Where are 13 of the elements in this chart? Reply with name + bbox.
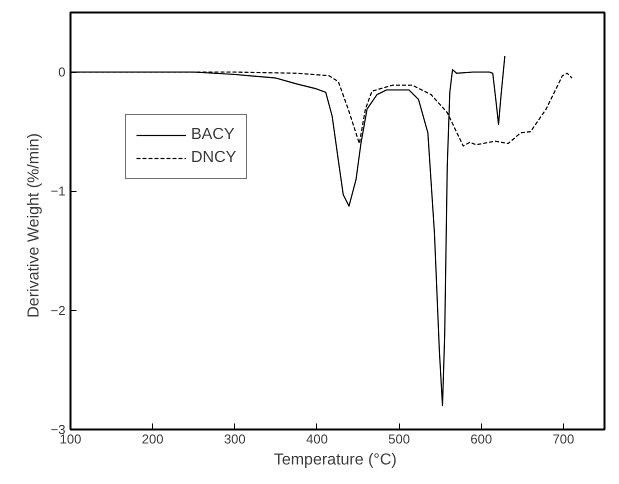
x-tick-label: 500 <box>388 432 410 446</box>
x-tick-label: 200 <box>142 432 164 446</box>
y-tick-label: 0 <box>58 64 66 80</box>
legend-label: DNCY <box>191 149 236 167</box>
x-tick-label: 700 <box>552 432 574 446</box>
y-tick-label: −1 <box>50 184 66 199</box>
legend-label: BACY <box>191 126 235 144</box>
x-tick-label: 400 <box>306 432 328 446</box>
y-axis-title: Derivative Weight (%/min) <box>26 133 43 318</box>
y-tick-label: −2 <box>50 302 66 318</box>
x-axis-title: Temperature (°C) <box>274 452 397 468</box>
x-tick-label: 300 <box>224 432 246 446</box>
x-tick-label: 600 <box>470 432 492 446</box>
